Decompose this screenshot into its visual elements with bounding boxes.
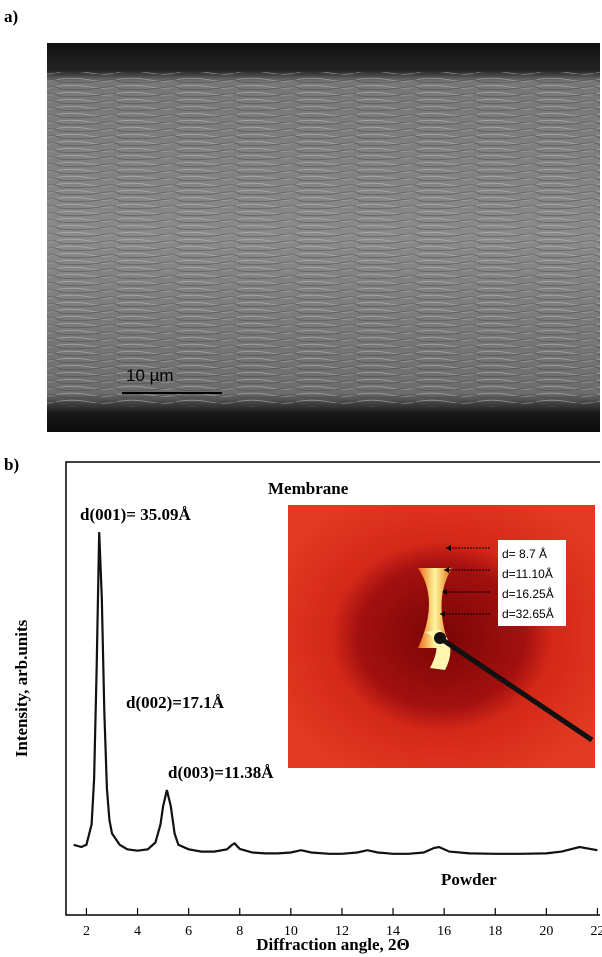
x-tick-label: 8	[236, 924, 243, 939]
inset-label: d=11.10Å	[502, 566, 553, 581]
page: a) 10 µm b) 246810121416182022Diffractio…	[0, 0, 602, 957]
x-tick-label: 18	[488, 924, 502, 939]
x-tick-label: 16	[437, 924, 451, 939]
panel-label: b)	[4, 455, 19, 474]
inset	[288, 505, 595, 768]
figure: a) 10 µm b) 246810121416182022Diffractio…	[0, 0, 602, 957]
annotation: d(001)= 35.09Å	[80, 505, 191, 524]
inset-label: d=32.65Å	[502, 606, 554, 621]
micrograph-texture	[47, 72, 600, 407]
annotation: d(002)=17.1Å	[126, 693, 225, 712]
x-tick-label: 2	[83, 924, 90, 939]
x-tick-label: 4	[134, 924, 141, 939]
panel-label: a)	[4, 7, 18, 26]
x-tick-label: 6	[185, 924, 192, 939]
inset-label: d=16.25Å	[502, 586, 554, 601]
scale-bar-label: 10 µm	[126, 366, 174, 385]
x-tick-label: 22	[590, 924, 602, 939]
annotation: d(003)=11.38Å	[168, 763, 274, 782]
beam-stop	[434, 632, 446, 644]
x-tick-label: 20	[539, 924, 553, 939]
annotation: Membrane	[268, 479, 349, 498]
x-axis-label: Diffraction angle, 2Θ	[256, 935, 409, 954]
inset-label: d= 8.7 Å	[502, 546, 547, 561]
y-axis-label: Intensity, arb.units	[12, 619, 31, 757]
annotation: Powder	[441, 870, 497, 889]
